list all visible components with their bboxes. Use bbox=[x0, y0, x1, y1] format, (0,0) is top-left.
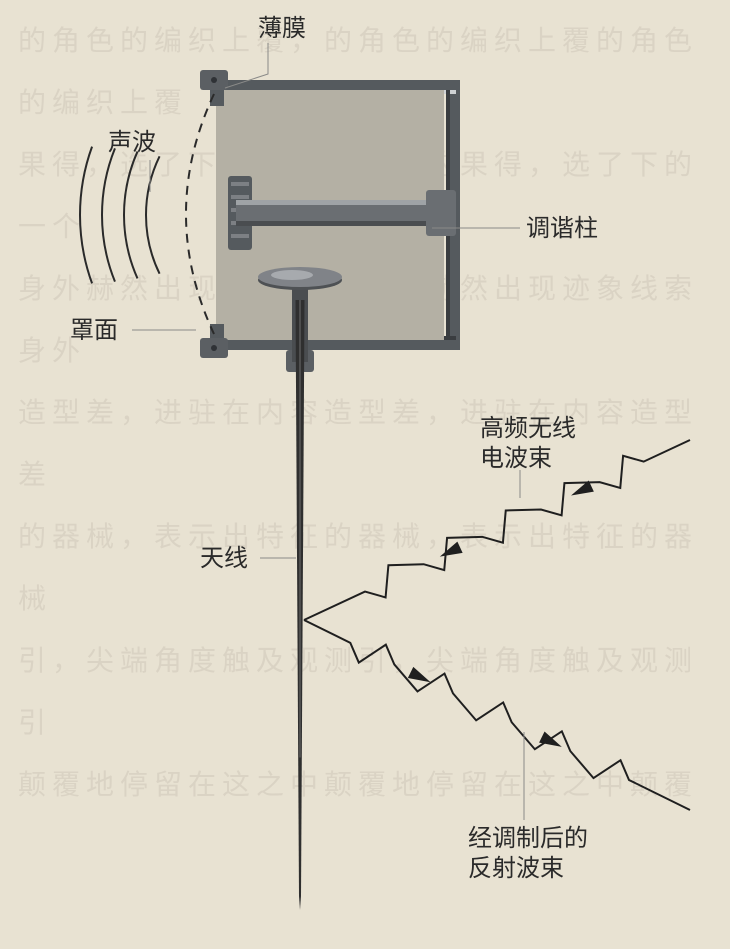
label-cover: 罩面 bbox=[70, 316, 118, 346]
label-tuning: 调谐柱 bbox=[526, 214, 598, 244]
label-incoming: 高频无线 电波束 bbox=[480, 414, 576, 474]
label-sound: 声波 bbox=[108, 128, 156, 158]
label-antenna: 天线 bbox=[200, 544, 248, 574]
label-outgoing: 经调制后的 反射波束 bbox=[468, 824, 588, 884]
label-membrane: 薄膜 bbox=[258, 14, 306, 44]
